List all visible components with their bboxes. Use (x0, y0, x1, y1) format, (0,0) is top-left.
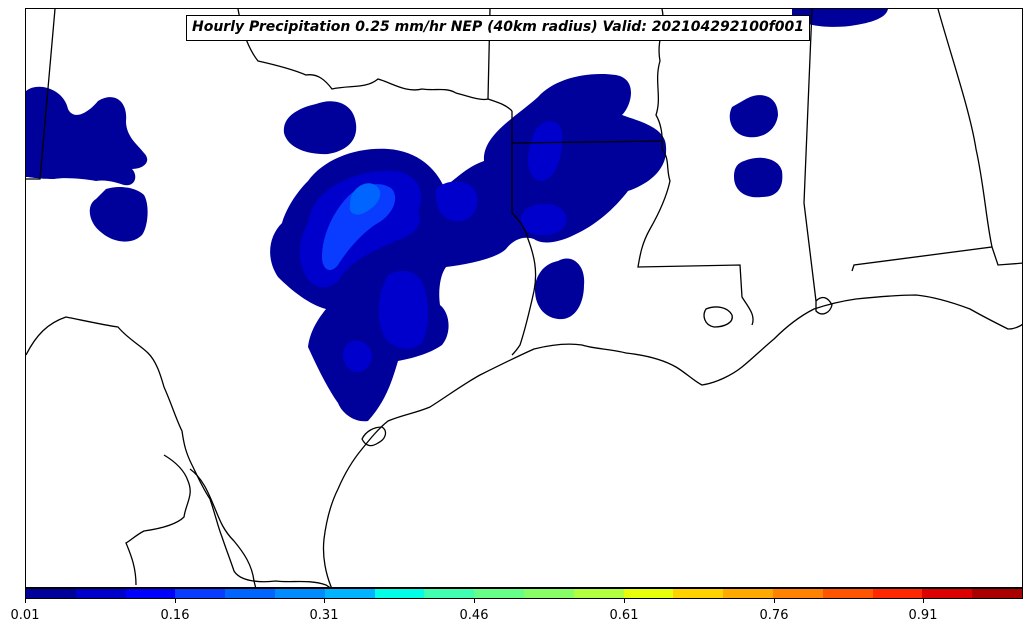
border-mexico-state-b (189, 468, 257, 587)
colorbar-segment (324, 589, 375, 598)
coastline-louisiana-marsh (703, 306, 733, 328)
precip-area-texas-l4 (349, 183, 381, 215)
colorbar-segment (573, 589, 624, 598)
colorbar-segment (26, 589, 76, 598)
colorbar-tick-label: 0.61 (609, 608, 639, 623)
precip-area-louisiana-l2 (435, 181, 478, 222)
precip-area-north-texas (283, 101, 357, 155)
border-tx-la (511, 111, 537, 356)
colorbar-tick-label: 0.31 (309, 608, 339, 623)
map-panel (25, 8, 1023, 588)
colorbar-segment (225, 589, 275, 598)
colorbar-segment (872, 589, 923, 598)
precip-area-west (26, 86, 148, 186)
border-mississippi-river (637, 9, 754, 326)
border-mexico-state (125, 454, 191, 586)
border-ar-la (511, 140, 663, 144)
map-canvas (26, 9, 1022, 587)
colorbar-segment (822, 589, 873, 598)
colorbar-segment (623, 589, 674, 598)
colorbar-segment (274, 589, 325, 598)
precip-area-texas-l2b (378, 271, 429, 349)
colorbar-tick-label: 0.76 (759, 608, 789, 623)
colorbar-segment (175, 589, 226, 598)
colorbar-segment (374, 589, 425, 598)
precip-area-arkansas-l2b (520, 203, 567, 236)
border-al-ga (937, 9, 993, 248)
colorbar-segment (75, 589, 126, 598)
colorbar-tick (774, 599, 775, 603)
border-nm-tx (26, 9, 56, 180)
colorbar-tick (474, 599, 475, 603)
colorbar-tick (624, 599, 625, 603)
map-title: Hourly Precipitation 0.25 mm/hr NEP (40k… (186, 15, 811, 41)
colorbar-tick (324, 599, 325, 603)
border-red-river (237, 9, 513, 112)
precip-area-east-texas (270, 73, 667, 422)
precipitation-probability-field (26, 9, 888, 422)
state-borders (26, 9, 1022, 587)
border-rio-grande (26, 316, 331, 587)
border-ms-al (803, 9, 817, 302)
colorbar-segment (723, 589, 773, 598)
colorbar-segment (673, 589, 724, 598)
colorbar-segment (523, 589, 574, 598)
colorbar-ticks: 0.01 0.16 0.31 0.46 0.61 0.76 0.91 (11, 599, 1023, 629)
precip-area-alabama-south (734, 157, 783, 198)
colorbar-tick (25, 599, 26, 603)
colorbar-segment (772, 589, 823, 598)
colorbar-tick-label: 0.91 (908, 608, 938, 623)
precip-area-texas-l2c (343, 340, 372, 373)
colorbar-tick-label: 0.16 (160, 608, 190, 623)
colorbar-tick-label: 0.01 (10, 608, 40, 623)
colorbar-tick-label: 0.46 (459, 608, 489, 623)
precip-area-west-south (89, 186, 148, 242)
coastline-gulf (322, 294, 1022, 587)
colorbar-segment (424, 589, 475, 598)
precip-area-arkansas-l2 (528, 121, 563, 181)
precip-area-alabama-north (729, 95, 778, 138)
colorbar-segment (922, 589, 973, 598)
colorbar-tick (923, 599, 924, 603)
colorbar-segment (474, 589, 524, 598)
colorbar-segment (125, 589, 176, 598)
colorbar (25, 588, 1023, 599)
colorbar-tick (175, 599, 176, 603)
coastline-galveston-bay (361, 426, 387, 447)
border-al-fl (851, 246, 1022, 272)
colorbar-segment (972, 589, 1022, 598)
precip-area-louisiana (534, 258, 585, 320)
precip-area-texas-l3 (322, 184, 396, 271)
precip-area-tennessee (792, 9, 888, 27)
coastline-mobile-bay (815, 296, 833, 315)
